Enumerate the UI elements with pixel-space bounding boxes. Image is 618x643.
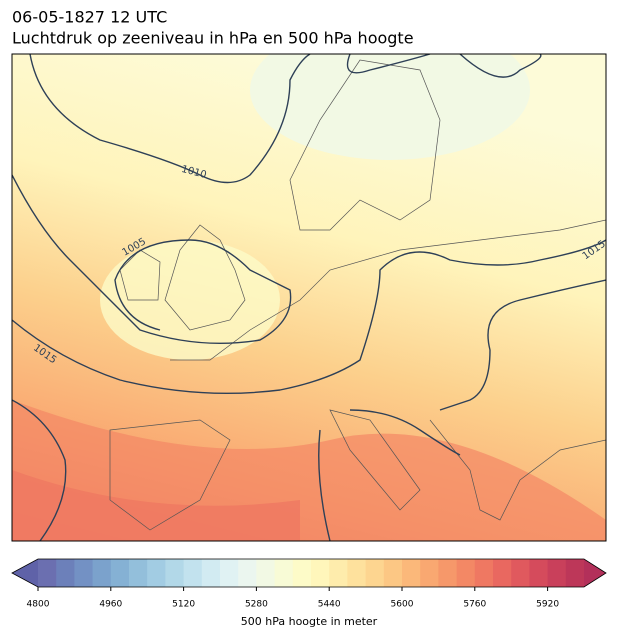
colorbar-segment — [292, 559, 312, 587]
colorbar-segment — [238, 559, 257, 587]
colorbar-segment — [511, 559, 530, 587]
colorbar-tick-label: 4800 — [27, 600, 50, 610]
colorbar-extension — [584, 559, 606, 587]
coastline — [289, 59, 441, 231]
isobar — [346, 54, 542, 78]
coastline — [164, 224, 246, 331]
map: 1010 1005 1015 1015 — [12, 54, 606, 541]
subtitle: Luchtdruk op zeeniveau in hPa en 500 hPa… — [12, 29, 414, 48]
isobar — [439, 279, 606, 411]
height-field — [12, 470, 300, 541]
coastline — [109, 419, 231, 531]
isobar — [29, 54, 311, 184]
colorbar: 4800 4960 5120 5280 5440 5600 5760 5920 — [11, 558, 607, 610]
colorbar-segment — [183, 559, 203, 587]
colorbar-tick-label: 5280 — [245, 600, 268, 610]
colorbar-tick-label: 5440 — [318, 600, 341, 610]
isobar — [318, 409, 461, 541]
title: 06-05-1827 12 UTC — [12, 8, 167, 27]
colorbar-segment — [38, 559, 57, 587]
isobar — [12, 174, 292, 345]
colorbar-tick-label: 5600 — [391, 600, 414, 610]
isobar — [12, 239, 606, 395]
colorbar-segment — [383, 559, 403, 587]
colorbar-tick-label: 5920 — [536, 600, 559, 610]
colorbar-segment — [92, 559, 112, 587]
colorbar-tick-label: 5760 — [463, 600, 486, 610]
colorbar-segment — [147, 559, 166, 587]
colorbar-segment — [565, 559, 585, 587]
colorbar-segment — [329, 559, 348, 587]
colorbar-extension — [12, 559, 38, 587]
colorbar-segment — [165, 559, 185, 587]
height-field — [250, 54, 530, 160]
colorbar-segment — [274, 559, 294, 587]
coastline — [170, 219, 606, 361]
isobar — [12, 399, 67, 541]
coastline — [429, 419, 606, 521]
colorbar-segment — [438, 559, 458, 587]
colorbar-segment — [201, 559, 221, 587]
colorbar-tick-label: 4960 — [99, 600, 122, 610]
colorbar-tick-label: 5120 — [172, 600, 195, 610]
colorbar-segment — [56, 559, 75, 587]
map-frame — [11, 53, 607, 542]
colorbar-segment — [474, 559, 494, 587]
colorbar-segment — [129, 559, 148, 587]
colorbar-segment — [256, 559, 276, 587]
colorbar-segment — [402, 559, 421, 587]
colorbar-label: 500 hPa hoogte in meter — [241, 615, 378, 628]
colorbar-segment — [220, 559, 239, 587]
colorbar-segment — [311, 559, 330, 587]
colorbar-segment — [529, 559, 549, 587]
colorbar-segment — [347, 559, 367, 587]
coastline — [329, 409, 421, 511]
colorbar-segment — [456, 559, 476, 587]
colorbar-segment — [493, 559, 512, 587]
colorbar-outline — [11, 558, 607, 588]
colorbar-segment — [420, 559, 439, 587]
colorbar-segment — [74, 559, 94, 587]
colorbar-segment — [547, 559, 567, 587]
colorbar-segment — [365, 559, 385, 587]
colorbar-segment — [110, 559, 130, 587]
